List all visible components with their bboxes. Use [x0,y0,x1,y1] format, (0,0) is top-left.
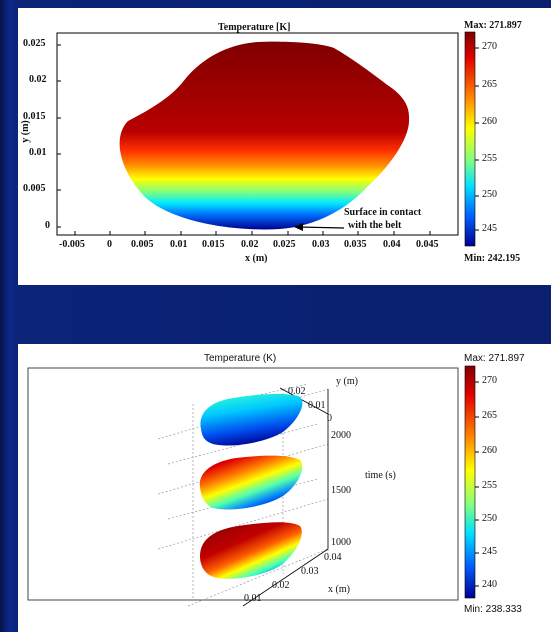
bottom-plot-panel: Temperature (K) Max: 271.897 Min: 238.33… [18,344,551,632]
bottom-colorbar-min: Min: 238.333 [464,604,522,615]
bottom-colorbar-tick: 255 [482,480,497,491]
top-colorbar-tick: 250 [482,189,497,200]
bottom-x-tick: 0.03 [301,566,319,577]
top-x-tick: -0.005 [59,239,85,250]
top-colorbar-min: Min: 242.195 [464,253,521,264]
bottom-x-tick: 0.01 [244,593,262,604]
top-x-tick: 0.045 [416,239,439,250]
top-colorbar-ticks [475,47,479,231]
top-colorbar-tick: 255 [482,153,497,164]
top-y-axis-label: y (m) [19,120,31,143]
slice-top-temperature [200,393,303,446]
bottom-y-tick: 0.02 [288,386,306,397]
bottom-colorbar-tick: 240 [482,579,497,590]
top-colorbar-tick: 260 [482,116,497,127]
bottom-colorbar-tick: 260 [482,445,497,456]
bottom-y-tick: 0.01 [308,400,326,411]
top-y-tick: 0.02 [29,74,47,85]
annotation-arrow-head [294,223,303,231]
top-colorbar-tick: 265 [482,79,497,90]
top-y-tick: 0.01 [29,147,47,158]
bottom-colorbar-max: Max: 271.897 [464,353,525,364]
top-x-tick: 0.015 [202,239,225,250]
bottom-time-tick: 1000 [331,537,351,548]
top-colorbar-tick: 270 [482,41,497,52]
bottom-x-tick: 0.04 [324,552,342,563]
bottom-colorbar-tick: 265 [482,410,497,421]
top-colorbar-tick: 245 [482,223,497,234]
bottom-x-tick: 0.02 [272,580,290,591]
bottom-3d-axis-lines [242,387,329,607]
top-y-tick: 0.015 [23,111,46,122]
bottom-colorbar-tick: 270 [482,375,497,386]
top-x-tick: 0.005 [131,239,154,250]
bottom-plot-graphics [27,365,479,607]
top-x-tick: 0.04 [383,239,401,250]
top-temperature-shape [119,41,410,230]
bottom-colorbar [464,365,476,599]
top-colorbar [464,31,476,247]
bottom-plot-title: Temperature (K) [204,353,277,364]
annotation-arrow-line [297,226,345,229]
top-plot-graphics [56,31,479,247]
bottom-time-tick: 2000 [331,430,351,441]
top-y-tick: 0.025 [23,38,46,49]
top-y-tick: 0 [45,220,50,231]
top-x-tick: 0.02 [241,239,259,250]
bottom-colorbar-ticks [475,381,479,587]
bottom-y-axis-label: y (m) [336,376,358,387]
top-plot-title: Temperature [K] [218,22,291,33]
top-y-tick-marks [57,44,61,228]
bottom-colorbar-tick: 250 [482,513,497,524]
bottom-time-tick: 1500 [331,485,351,496]
annotation-text-line2: with the belt [348,220,402,231]
top-plot-panel: Temperature [K] Max: 271.897 Min: 242.19… [18,8,551,285]
bottom-time-axis-label: time (s) [365,470,396,481]
top-x-tick: 0.03 [312,239,330,250]
bottom-y-tick: 0 [327,413,332,424]
slice-middle-temperature [199,455,303,510]
top-colorbar-max: Max: 271.897 [464,20,522,31]
top-x-tick: 0 [107,239,112,250]
top-x-tick: 0.01 [170,239,188,250]
annotation-text-line1: Surface in contact [344,207,422,218]
top-x-tick-marks [74,231,431,235]
top-x-axis-label: x (m) [245,253,268,264]
top-x-tick: 0.035 [344,239,367,250]
top-x-tick: 0.025 [273,239,296,250]
bottom-x-axis-label: x (m) [328,584,350,595]
top-y-tick: 0.005 [23,183,46,194]
bottom-colorbar-tick: 245 [482,546,497,557]
slice-bottom-temperature [200,522,302,579]
